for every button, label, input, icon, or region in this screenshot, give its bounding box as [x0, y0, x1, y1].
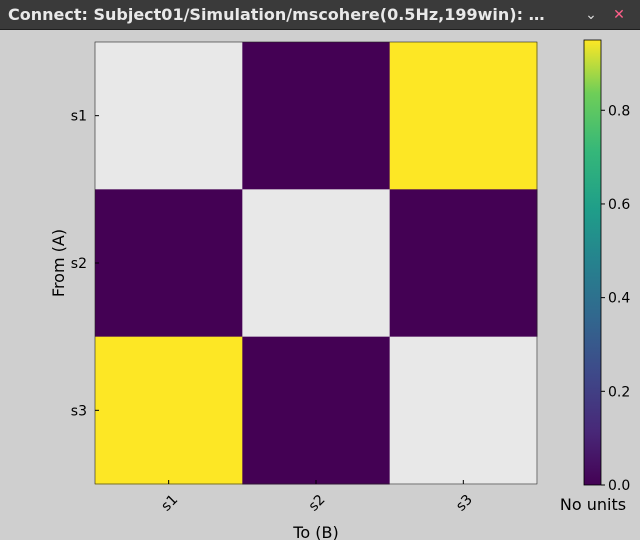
matrix-cells	[95, 42, 538, 485]
colorbar-tick-label: 0.2	[608, 384, 630, 400]
chevron-down-icon: ⌄	[585, 7, 597, 23]
close-icon: ✕	[613, 7, 625, 23]
x-axis-label: To (B)	[292, 523, 338, 540]
matrix-cell-s3-s3[interactable]	[389, 336, 538, 485]
row-labels: s1 s2 s3	[71, 109, 99, 419]
colorbar: 0.0 0.2 0.4 0.6 0.8 No units	[560, 39, 630, 514]
colorbar-tick-label: 0.4	[608, 291, 630, 307]
matrix-cell-s1-s2[interactable]	[242, 42, 391, 190]
colorbar-frame	[583, 39, 602, 486]
minimize-button[interactable]: ⌄	[581, 5, 601, 25]
matrix-cell-s2-s3[interactable]	[389, 189, 538, 338]
column-label-s3: s3	[453, 492, 476, 515]
row-label-s3: s3	[71, 403, 87, 419]
colorbar-tick-label: 0.0	[608, 478, 630, 494]
title-bar[interactable]: Connect: Subject01/Simulation/mscohere(0…	[0, 0, 640, 30]
matrix-cell-s1-s3[interactable]	[389, 42, 538, 190]
colorbar-gradient	[584, 40, 601, 485]
colorbar-tick-label: 0.8	[608, 103, 630, 119]
matrix-cell-s1-s1[interactable]	[95, 42, 243, 190]
matrix-cell-s2-s1[interactable]	[95, 189, 243, 338]
matrix-cell-s3-s1[interactable]	[95, 336, 243, 485]
colorbar-ticks: 0.0 0.2 0.4 0.6 0.8	[601, 103, 630, 494]
y-axis-label: From (A)	[49, 229, 68, 297]
row-label-s2: s2	[71, 256, 87, 272]
column-label-s2: s2	[306, 492, 329, 515]
column-labels: s1 s2 s3	[158, 479, 476, 515]
window-title: Connect: Subject01/Simulation/mscohere(0…	[8, 5, 556, 24]
figure-area: s1 s2 s3 s1 s2 s3 From (A) To (B) 0.0 0.2 0.4 0…	[0, 30, 640, 540]
close-button[interactable]: ✕	[609, 5, 629, 25]
column-label-s1: s1	[158, 492, 181, 515]
colorbar-tick-label: 0.6	[608, 197, 630, 213]
row-label-s1: s1	[71, 109, 87, 125]
matrix-cell-s3-s2[interactable]	[242, 336, 391, 485]
colorbar-unit-label: No units	[560, 495, 626, 514]
matrix-cell-s2-s2[interactable]	[242, 189, 391, 338]
